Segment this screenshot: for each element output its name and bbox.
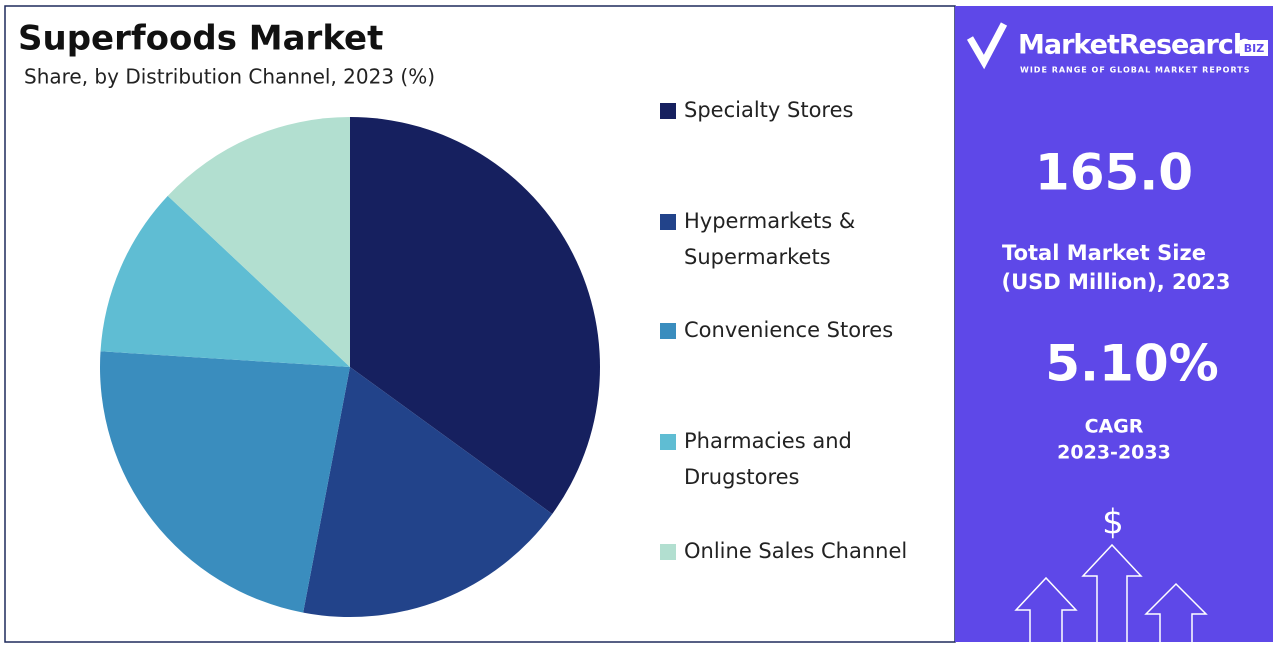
cagr: 5.10% bbox=[1045, 335, 1218, 393]
pie-slice bbox=[99, 351, 350, 613]
legend-label: Convenience Stores bbox=[684, 318, 893, 342]
pie-slice bbox=[303, 367, 553, 618]
brand-badge: BIZ bbox=[1244, 42, 1264, 55]
market-size: 165.0 bbox=[1035, 144, 1193, 202]
legend-label: Specialty Stores bbox=[684, 98, 853, 122]
legend-label: Pharmacies and Drugstores bbox=[684, 429, 852, 489]
legend: Specialty Stores Hypermarkets & Supermarke… bbox=[660, 98, 907, 563]
legend-label: Hypermarkets & Supermarkets bbox=[684, 209, 855, 269]
logo: MarketResearch BIZ WIDE RANGE OF GLOBAL … bbox=[966, 22, 1268, 75]
legend-swatch bbox=[660, 323, 676, 339]
currency-icon: $ bbox=[1102, 503, 1124, 543]
cagr-label: CAGR bbox=[1085, 416, 1144, 438]
cagr-label: 2023-2033 bbox=[1057, 442, 1171, 464]
badge-box bbox=[1240, 40, 1268, 56]
arrows-icon bbox=[1014, 543, 1208, 642]
legend-swatch bbox=[660, 103, 676, 119]
legend-swatch bbox=[660, 544, 676, 560]
market-size-label: (USD Million), 2023 bbox=[1002, 270, 1231, 294]
pie bbox=[99, 116, 601, 618]
brand: MarketResearch bbox=[1018, 30, 1251, 61]
pie-slice bbox=[350, 117, 601, 514]
chart-subtitle: Share, by Distribution Channel, 2023 (%) bbox=[24, 65, 435, 89]
pie-slice bbox=[167, 116, 350, 367]
legend-swatch bbox=[660, 214, 676, 230]
logo-mark bbox=[966, 22, 1008, 70]
legend-label: Online Sales Channel bbox=[684, 539, 907, 563]
legend-swatch bbox=[660, 434, 676, 450]
sidebar-panel bbox=[955, 6, 1273, 642]
tagline: WIDE RANGE OF GLOBAL MARKET REPORTS bbox=[1020, 66, 1250, 75]
pie-slice bbox=[100, 195, 350, 367]
market-size-label: Total Market Size bbox=[1002, 241, 1206, 265]
chart-title: Superfoods Market bbox=[18, 19, 383, 59]
